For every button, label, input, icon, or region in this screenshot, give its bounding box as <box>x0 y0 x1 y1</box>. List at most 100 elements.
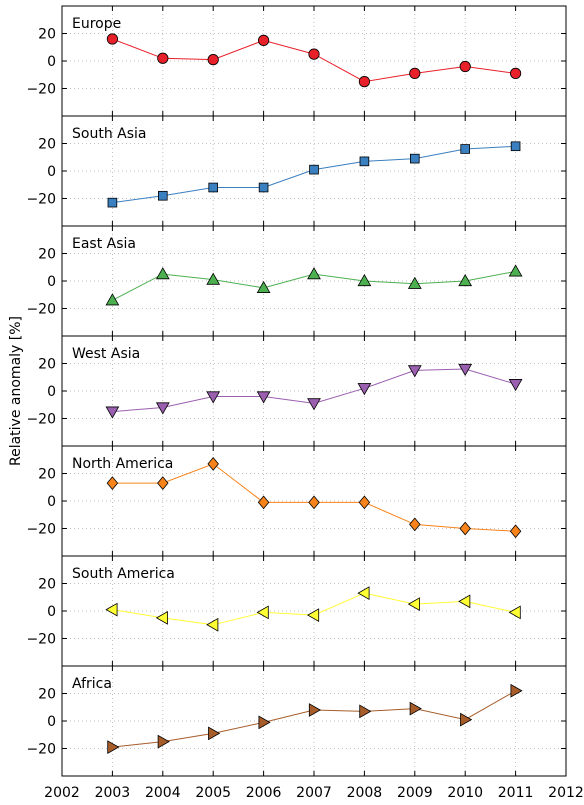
y-tick-label: 20 <box>38 687 56 703</box>
data-point <box>105 406 120 419</box>
data-point <box>357 273 372 287</box>
data-point <box>308 703 322 717</box>
y-tick-label: 0 <box>47 274 56 290</box>
data-point <box>308 495 320 510</box>
data-point <box>258 715 271 730</box>
data-point <box>208 182 219 193</box>
y-tick-label: −20 <box>26 742 56 758</box>
x-tick-label: 2005 <box>195 785 231 801</box>
data-point <box>460 712 473 727</box>
data-point <box>157 52 169 64</box>
data-point <box>458 594 471 609</box>
panel-south-america: −20 0 20 South America <box>26 555 567 667</box>
x-tick-label: 2007 <box>296 785 332 801</box>
data-point <box>207 54 219 66</box>
data-point <box>509 524 522 539</box>
data-point <box>157 190 168 201</box>
data-point <box>206 391 221 404</box>
y-tick-label: −20 <box>26 192 56 208</box>
data-point <box>307 267 321 280</box>
data-point <box>107 740 120 755</box>
data-point <box>206 617 219 632</box>
y-tick-label: −20 <box>26 82 56 98</box>
panel-south-asia: −20 0 20 South Asia <box>26 115 567 227</box>
x-tick-label: 2006 <box>246 785 282 801</box>
data-point <box>407 276 422 289</box>
data-point <box>256 280 271 293</box>
panel-europe: −20 0 20 Europe <box>26 5 567 117</box>
data-point <box>208 726 221 741</box>
data-point <box>306 608 320 623</box>
data-point <box>509 67 522 79</box>
data-point <box>358 495 371 510</box>
y-axis-label: Relative anomaly [%] <box>8 316 24 466</box>
data-point <box>105 602 118 617</box>
x-tick-label: 2012 <box>548 785 584 801</box>
y-tick-label: −20 <box>26 412 56 428</box>
panel-africa: −20 0 20 Africa 2002 2003 2004 2005 2006 2007 2008… <box>26 665 584 801</box>
x-tick-label: 2010 <box>447 785 483 801</box>
data-point <box>155 610 168 625</box>
data-point <box>157 734 170 749</box>
panel-title: Africa <box>72 676 112 692</box>
data-point <box>256 391 271 404</box>
data-point <box>409 701 422 716</box>
data-point <box>309 164 319 175</box>
y-tick-label: 0 <box>47 54 56 70</box>
y-tick-label: 0 <box>47 164 56 180</box>
data-point <box>157 476 169 490</box>
panel-title: South America <box>72 566 175 582</box>
y-tick-label: 20 <box>38 577 56 593</box>
panel-title: South Asia <box>72 126 146 142</box>
data-point <box>409 67 421 79</box>
data-point <box>359 156 370 167</box>
y-tick-label: −20 <box>26 302 56 318</box>
x-tick-label: 2002 <box>44 785 80 801</box>
x-tick-label: 2009 <box>397 785 433 801</box>
data-point <box>407 597 420 612</box>
data-point <box>357 586 370 601</box>
data-point <box>458 273 473 287</box>
y-tick-label: 20 <box>38 467 56 483</box>
y-tick-label: 0 <box>47 494 56 510</box>
data-point <box>510 683 523 698</box>
x-tick-label: 2003 <box>95 785 131 801</box>
y-tick-label: 20 <box>38 27 56 43</box>
y-tick-label: −20 <box>26 522 56 538</box>
panel-title: West Asia <box>72 346 140 362</box>
data-point <box>257 34 270 46</box>
data-point <box>358 76 370 88</box>
data-point <box>409 153 420 164</box>
data-point <box>460 144 470 154</box>
data-point <box>155 267 170 280</box>
x-tick-label: 2011 <box>498 785 534 801</box>
data-point <box>308 48 320 60</box>
data-point <box>359 704 372 719</box>
data-point <box>207 457 219 471</box>
data-point <box>257 495 270 510</box>
data-point <box>508 605 521 620</box>
data-point <box>258 182 269 193</box>
data-point <box>106 33 119 45</box>
data-point <box>105 293 120 306</box>
data-point <box>510 141 521 152</box>
panel-west-asia: −20 0 20 West Asia <box>26 335 567 447</box>
y-tick-label: 20 <box>38 137 56 153</box>
panel-north-america: −20 0 20 North America <box>26 445 567 557</box>
x-tick-label: 2008 <box>347 785 383 801</box>
y-tick-label: 20 <box>38 357 56 373</box>
data-point <box>357 383 372 396</box>
data-point <box>106 476 119 490</box>
data-point <box>107 197 118 208</box>
data-point <box>508 264 523 277</box>
panel-title: North America <box>72 456 173 472</box>
panel-title: Europe <box>72 16 121 32</box>
panel-east-asia: −20 0 20 East Asia <box>26 225 567 337</box>
y-tick-label: 0 <box>47 384 56 400</box>
data-point <box>307 398 321 411</box>
data-point <box>459 521 471 536</box>
data-point <box>206 272 221 285</box>
data-point <box>508 379 523 392</box>
